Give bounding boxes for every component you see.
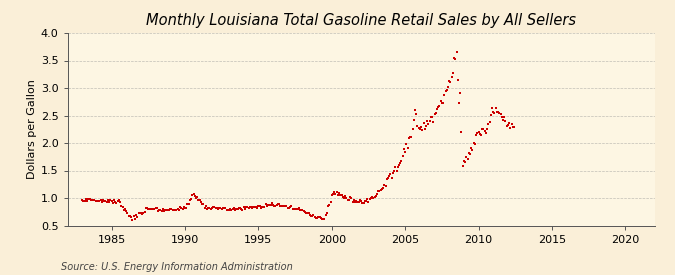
Y-axis label: Dollars per Gallon: Dollars per Gallon [26, 79, 36, 179]
Text: Source: U.S. Energy Information Administration: Source: U.S. Energy Information Administ… [61, 262, 292, 271]
Title: Monthly Louisiana Total Gasoline Retail Sales by All Sellers: Monthly Louisiana Total Gasoline Retail … [146, 13, 576, 28]
